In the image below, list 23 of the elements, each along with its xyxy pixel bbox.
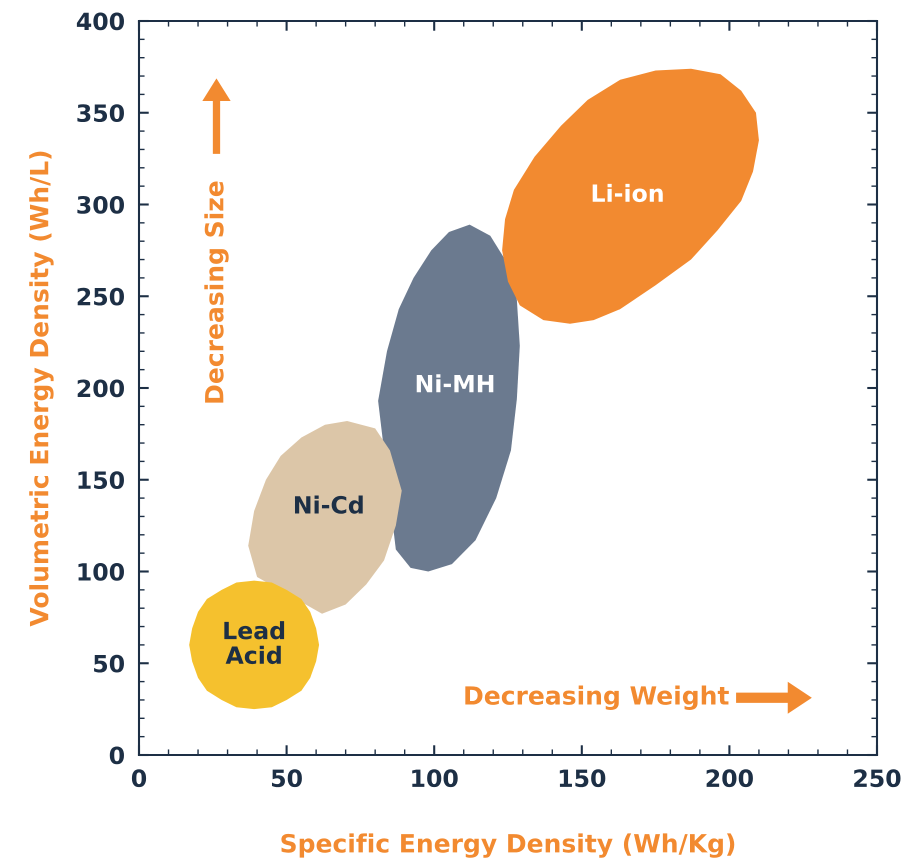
y-tick-label: 200 bbox=[78, 379, 124, 398]
annotation: Decreasing Weight bbox=[465, 686, 729, 710]
x-axis-title: Specific Energy Density (Wh/Kg) bbox=[281, 833, 734, 858]
x-tick-label: 100 bbox=[412, 769, 458, 788]
y-tick-label: 0 bbox=[110, 746, 124, 764]
y-tick-label: 150 bbox=[78, 471, 124, 490]
y-tick-label: 100 bbox=[78, 562, 124, 581]
x-tick-label: 150 bbox=[560, 769, 606, 788]
series-label: Ni-MH bbox=[416, 374, 494, 392]
series-label: Lead Acid bbox=[224, 621, 284, 664]
y-tick-label: 350 bbox=[77, 104, 124, 122]
y-axis-title: Volumetric Energy Density (Wh/L) bbox=[29, 152, 54, 626]
y-tick-label: 300 bbox=[77, 196, 124, 214]
series-label: Li-ion bbox=[592, 184, 663, 202]
x-tick-label: 0 bbox=[132, 769, 146, 788]
x-tick-label: 250 bbox=[854, 769, 901, 788]
y-tick-label: 400 bbox=[76, 12, 124, 30]
series-label: Ni-Cd bbox=[294, 496, 363, 514]
x-tick-label: 200 bbox=[706, 769, 753, 788]
y-tick-label: 50 bbox=[94, 654, 124, 673]
x-tick-label: 50 bbox=[272, 769, 302, 788]
annotation: Decreasing Size bbox=[204, 181, 229, 403]
y-tick-label: 250 bbox=[78, 288, 124, 306]
